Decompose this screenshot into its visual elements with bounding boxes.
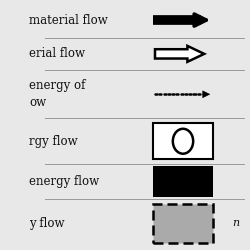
Text: energy flow: energy flow [29,175,99,188]
Text: y flow: y flow [29,217,64,230]
Text: ow: ow [29,96,46,110]
FancyArrow shape [155,46,204,62]
Text: n: n [232,218,239,228]
Text: rgy flow: rgy flow [29,135,78,148]
Bar [153,166,213,197]
Text: energy of: energy of [29,79,86,92]
Text: material flow: material flow [29,14,108,26]
Bar [153,124,213,159]
Bar [153,204,213,243]
Text: erial flow: erial flow [29,47,85,60]
